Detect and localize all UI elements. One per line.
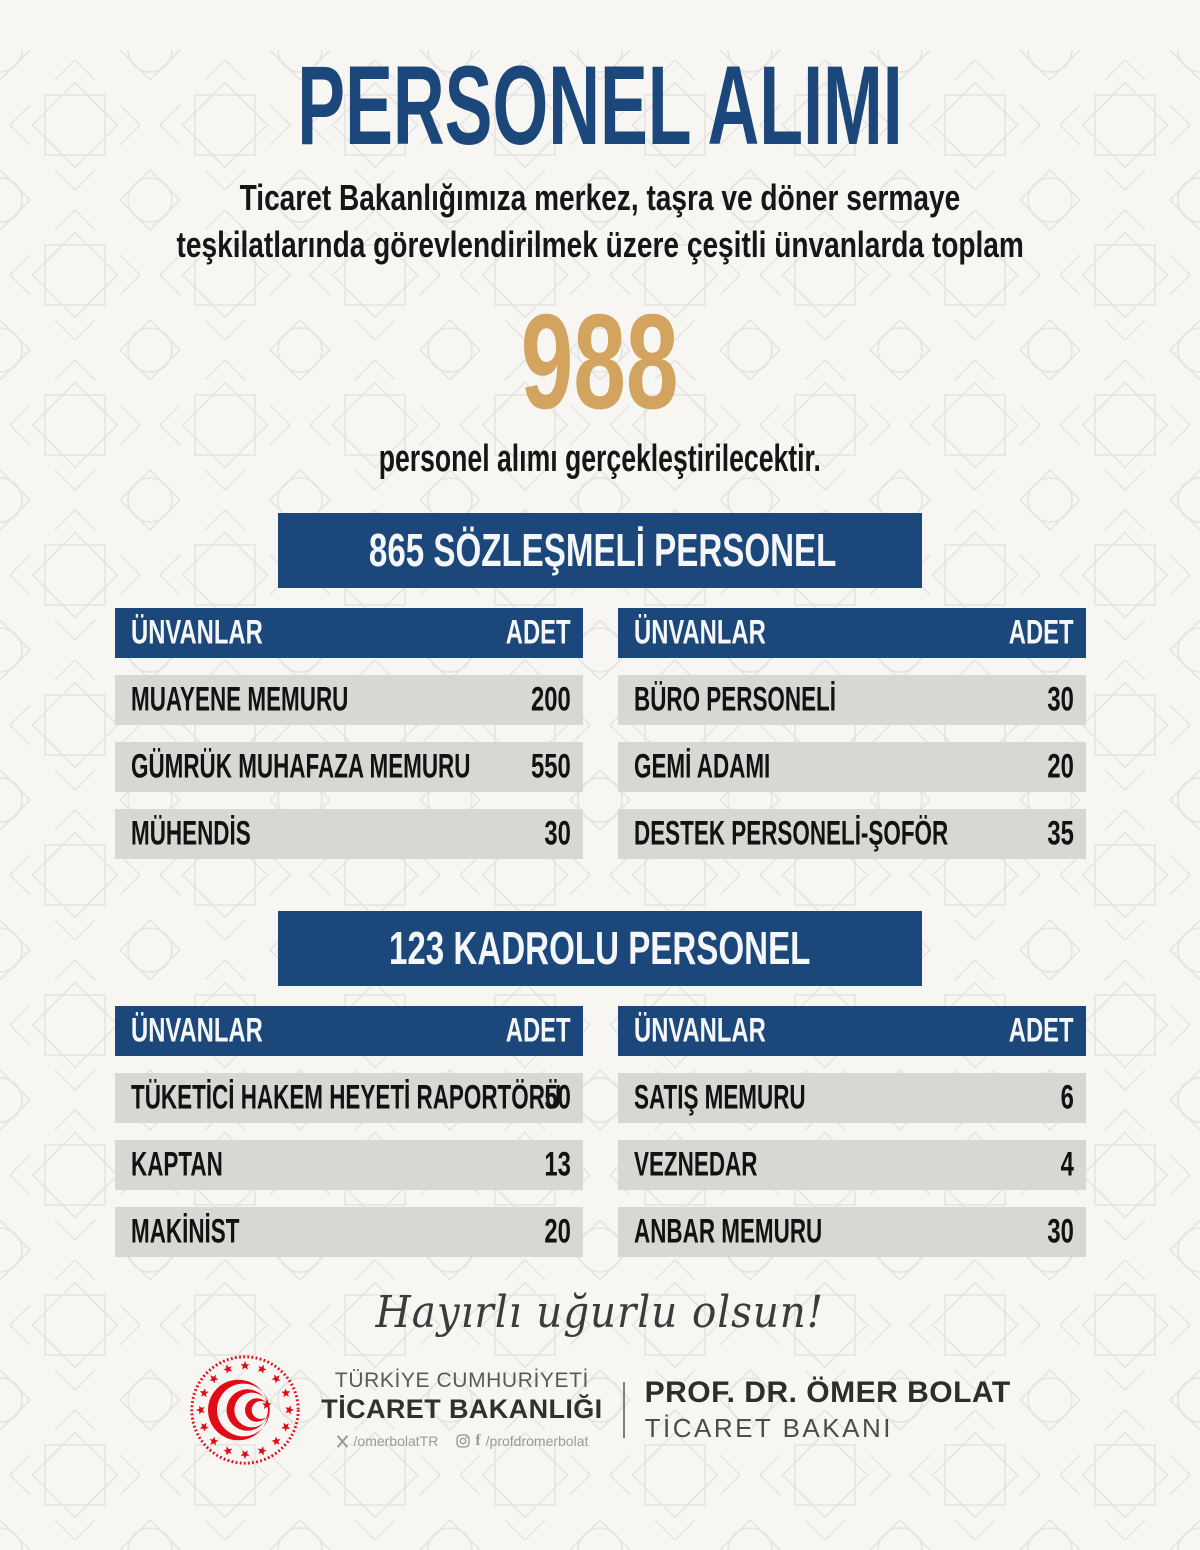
social-meta-handle: /profdromerbolat [485,1433,589,1450]
ministry-logo [190,1355,300,1465]
table-header-count: ADET [505,613,571,652]
background-pattern [0,50,1200,1550]
row-count: 30 [1047,680,1074,719]
row-count: 550 [530,747,571,786]
table-header-title: ÜNVANLAR [633,1011,766,1050]
table-column: ÜNVANLAR ADET BÜRO PERSONELİ 30 GEMİ ADA… [617,607,1086,859]
table-row: MAKİNİST 20 [114,1206,583,1257]
row-label: VEZNEDAR [633,1145,757,1184]
social-x-handle: /omerbolatTR [353,1433,439,1450]
row-count: 30 [544,814,571,853]
table-row: KAPTAN 13 [114,1139,583,1190]
table-header-count: ADET [505,1011,571,1050]
row-label: MAKİNİST [130,1212,239,1251]
table-header-count: ADET [1008,1011,1074,1050]
table-column: ÜNVANLAR ADET MUAYENE MEMURU 200 GÜMRÜK … [114,607,583,859]
row-count: 50 [544,1078,571,1117]
poster-subtitle: Ticaret Bakanlığımıza merkez, taşra ve d… [0,174,1200,268]
table-header-title: ÜNVANLAR [130,613,263,652]
poster-title-wrap: PERSONEL ALIMI [0,50,1200,162]
section-1-tables: ÜNVANLAR ADET MUAYENE MEMURU 200 GÜMRÜK … [0,607,1200,859]
table-row: TÜKETİCİ HAKEM HEYETİ RAPORTÖRÜ 50 [114,1072,583,1123]
table-row: MÜHENDİS 30 [114,808,583,859]
row-count: 200 [530,680,571,719]
total-caption: personel alımı gerçekleştirilecektir. [378,438,822,481]
closing-message: Hayırlı uğurlu olsun! [375,1286,825,1338]
social-row: /omerbolatTR f /profdromerbolat [321,1432,602,1450]
table-header: ÜNVANLAR ADET [617,607,1086,658]
row-label: ANBAR MEMURU [633,1212,822,1251]
row-label: MÜHENDİS [130,814,251,853]
row-label: DESTEK PERSONELİ-ŞOFÖR [633,814,948,853]
poster-title: PERSONEL ALIMI [297,43,903,168]
table-column: ÜNVANLAR ADET SATIŞ MEMURU 6 VEZNEDAR 4 … [617,1005,1086,1257]
ministry-name: TİCARET BAKANLIĞI [321,1394,603,1425]
total-caption-wrap: personel alımı gerçekleştirilecektir. [0,437,1200,483]
row-count: 4 [1060,1145,1074,1184]
minister-title: TİCARET BAKANI [644,1412,893,1443]
table-header-title: ÜNVANLAR [130,1011,263,1050]
section-banner-sozlesmeli: 865 SÖZLEŞMELİ PERSONEL [278,512,922,588]
subtitle-line-2: teşkilatlarında görevlendirilmek üzere ç… [176,224,1024,266]
table-header-count: ADET [1008,613,1074,652]
row-label: KAPTAN [130,1145,223,1184]
row-count: 13 [544,1145,571,1184]
total-count-wrap: 988 [0,294,1200,429]
minister-block: PROF. DR. ÖMER BOLAT TİCARET BAKANI [645,1376,1011,1444]
ministry-country: TÜRKİYE CUMHURİYETİ [334,1369,589,1393]
section-banner-kadrolu: 123 KADROLU PERSONEL [278,910,922,986]
minister-name: PROF. DR. ÖMER BOLAT [644,1375,1011,1409]
table-row: MUAYENE MEMURU 200 [114,674,583,725]
table-row: ANBAR MEMURU 30 [617,1206,1086,1257]
row-label: SATIŞ MEMURU [633,1078,806,1117]
footer: TÜRKİYE CUMHURİYETİ TİCARET BAKANLIĞI /o… [0,1354,1200,1466]
section-2-tables: ÜNVANLAR ADET TÜKETİCİ HAKEM HEYETİ RAPO… [0,1005,1200,1257]
table-row: VEZNEDAR 4 [617,1139,1086,1190]
row-count: 6 [1060,1078,1074,1117]
closing-message-wrap: Hayırlı uğurlu olsun! [0,1287,1200,1338]
row-label: GÜMRÜK MUHAFAZA MEMURU [130,747,470,786]
row-label: GEMİ ADAMI [633,747,770,786]
row-count: 35 [1047,814,1074,853]
table-row: GÜMRÜK MUHAFAZA MEMURU 550 [114,741,583,792]
instagram-icon [456,1434,470,1449]
row-count: 30 [1047,1212,1074,1251]
subtitle-line-1: Ticaret Bakanlığımıza merkez, taşra ve d… [239,177,961,218]
section-banner-label: 865 SÖZLEŞMELİ PERSONEL [368,524,837,577]
row-label: MUAYENE MEMURU [130,680,348,719]
x-icon [336,1435,348,1448]
table-row: GEMİ ADAMI 20 [617,741,1086,792]
table-row: DESTEK PERSONELİ-ŞOFÖR 35 [617,808,1086,859]
total-count: 988 [521,286,679,438]
row-count: 20 [544,1212,571,1251]
table-header: ÜNVANLAR ADET [114,1005,583,1056]
facebook-icon: f [475,1432,481,1450]
ministry-block: TÜRKİYE CUMHURİYETİ TİCARET BAKANLIĞI /o… [321,1369,602,1450]
table-header: ÜNVANLAR ADET [617,1005,1086,1056]
table-row: BÜRO PERSONELİ 30 [617,674,1086,725]
row-label: BÜRO PERSONELİ [633,680,836,719]
table-row: SATIŞ MEMURU 6 [617,1072,1086,1123]
row-label: TÜKETİCİ HAKEM HEYETİ RAPORTÖRÜ [130,1078,561,1117]
table-column: ÜNVANLAR ADET TÜKETİCİ HAKEM HEYETİ RAPO… [114,1005,583,1257]
section-banner-label: 123 KADROLU PERSONEL [389,922,811,975]
logo-crescents [208,1379,272,1441]
row-count: 20 [1047,747,1074,786]
table-header-title: ÜNVANLAR [633,613,766,652]
footer-divider [622,1381,625,1438]
table-header: ÜNVANLAR ADET [114,607,583,658]
